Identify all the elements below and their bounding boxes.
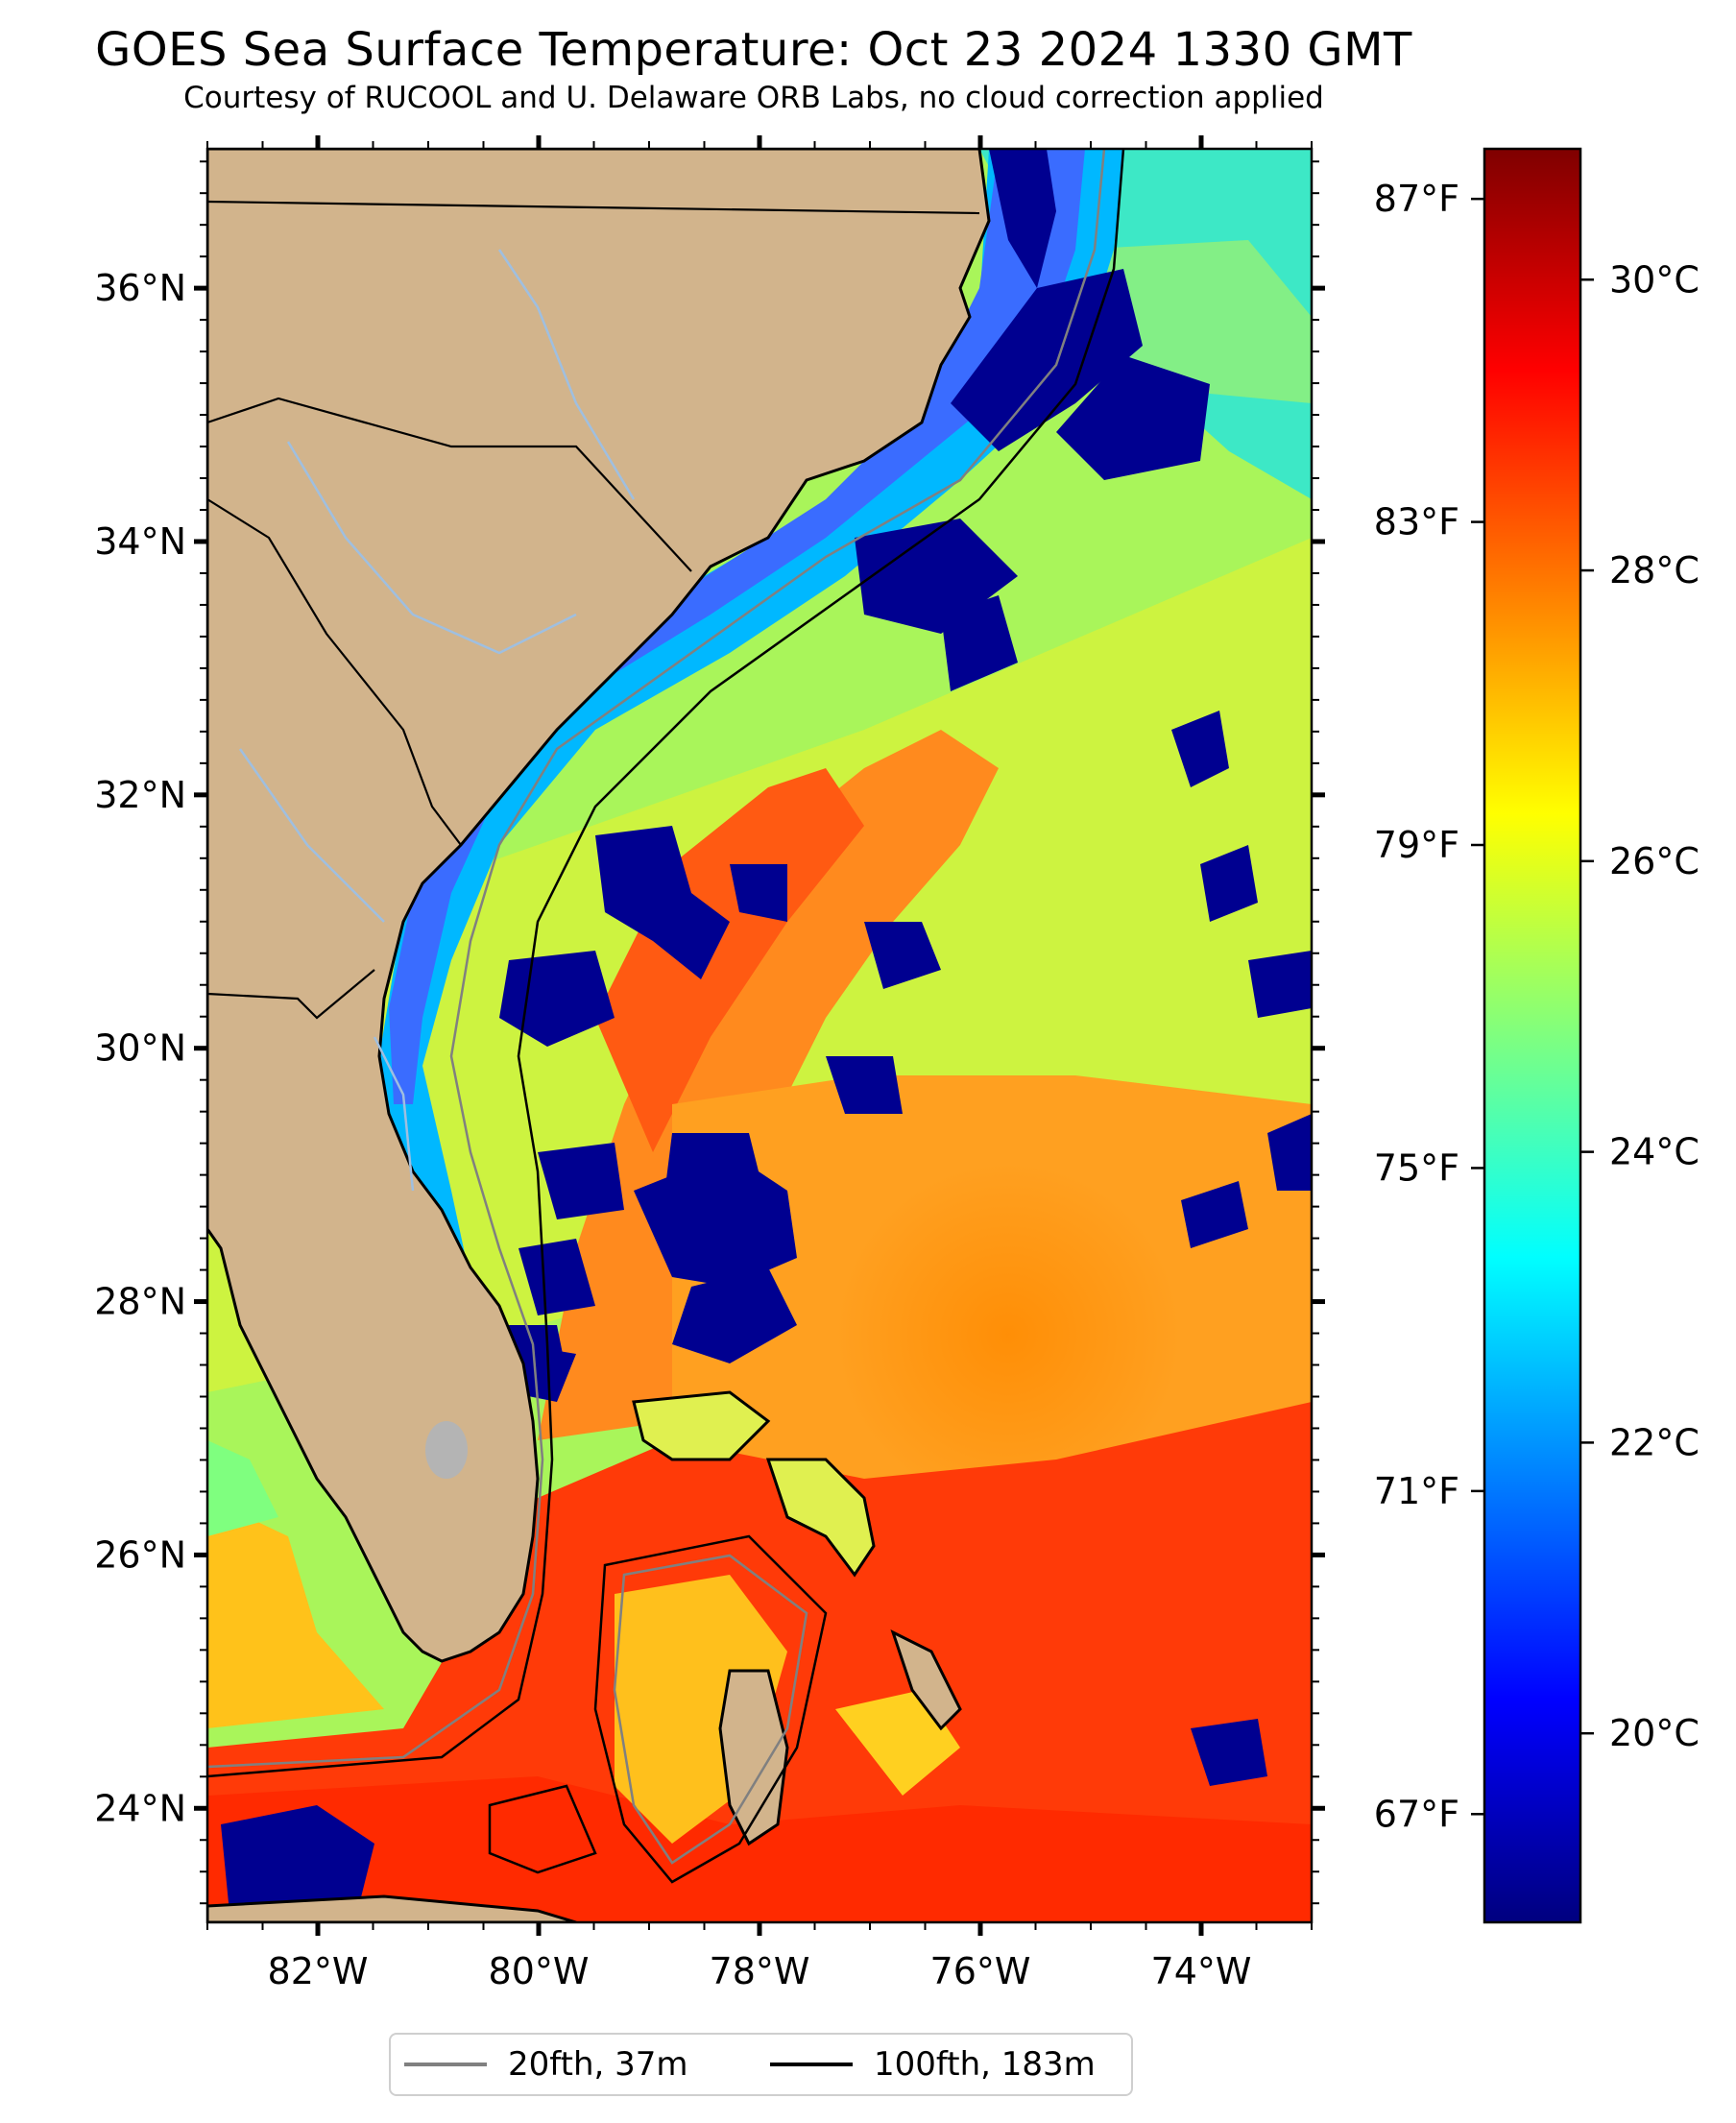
- lon-tick-label: 78°W: [710, 1950, 810, 1992]
- bathymetry-contours: [207, 149, 1125, 1884]
- colorbar: [1483, 147, 1582, 1924]
- lat-tick-label: 30°N: [94, 1027, 186, 1070]
- colorbar-ticks: 30°C 28°C 26°C 24°C 22°C 20°C 87°F 83°F 79°F 75°F…: [1374, 178, 1700, 1835]
- fahrenheit-tick-label: 87°F: [1374, 178, 1459, 220]
- lon-tick-label: 80°W: [489, 1950, 590, 1992]
- legend-swatch-black: [770, 2063, 853, 2066]
- rivers: [238, 249, 636, 1192]
- map-title: GOES Sea Surface Temperature: Oct 23 202…: [95, 23, 1412, 77]
- lat-tick-label: 28°N: [94, 1281, 186, 1323]
- map-subtitle: Courtesy of RUCOOL and U. Delaware ORB L…: [183, 81, 1324, 115]
- land-areas: [207, 149, 991, 1922]
- land-cuba-edge: [207, 1894, 577, 1922]
- lon-tick-label: 82°W: [268, 1950, 369, 1992]
- legend-swatch-gray: [404, 2063, 487, 2066]
- lat-tick-label: 34°N: [94, 520, 186, 563]
- legend-item-100fth: 100fth, 183m: [770, 2035, 1096, 2094]
- map-ticks: 82°W 80°W 78°W 76°W 74°W 36°N 34°N 32°N 30°N 28°N…: [94, 135, 1325, 1992]
- lat-tick-label: 32°N: [94, 774, 186, 816]
- lon-tick-label: 76°W: [930, 1950, 1031, 1992]
- land-abaco: [765, 1458, 876, 1578]
- contour-legend: 20fth, 37m 100fth, 183m: [389, 2033, 1133, 2096]
- celsius-tick-label: 22°C: [1609, 1421, 1700, 1463]
- lat-tick-label: 26°N: [94, 1533, 186, 1576]
- celsius-tick-label: 28°C: [1609, 549, 1700, 591]
- fahrenheit-tick-label: 83°F: [1374, 501, 1459, 543]
- legend-label: 100fth, 183m: [874, 2045, 1096, 2084]
- contour-20fth: [207, 149, 1106, 1769]
- land-andros: [718, 1669, 789, 1846]
- legend-label: 20fth, 37m: [508, 2045, 688, 2084]
- lon-tick-label: 74°W: [1151, 1950, 1252, 1992]
- legend-item-20fth: 20fth, 37m: [404, 2035, 688, 2094]
- celsius-tick-label: 24°C: [1609, 1131, 1700, 1173]
- fahrenheit-tick-label: 71°F: [1374, 1470, 1459, 1512]
- lat-tick-label: 36°N: [94, 267, 186, 309]
- celsius-tick-label: 20°C: [1609, 1712, 1700, 1754]
- land-eleuthera: [890, 1629, 962, 1731]
- fahrenheit-tick-label: 75°F: [1374, 1146, 1459, 1189]
- contour-100fth: [207, 149, 1125, 1778]
- celsius-tick-label: 30°C: [1609, 258, 1700, 301]
- fahrenheit-tick-label: 79°F: [1374, 824, 1459, 866]
- state-borders: [207, 200, 980, 1020]
- lat-tick-label: 24°N: [94, 1787, 186, 1829]
- land-us-mainland: [207, 149, 991, 1663]
- fahrenheit-tick-label: 67°F: [1374, 1793, 1459, 1835]
- land-grand-bahama: [632, 1390, 771, 1461]
- lake-okeechobee: [425, 1421, 468, 1479]
- cloud-blobs: [221, 149, 1312, 1922]
- celsius-tick-label: 26°C: [1609, 840, 1700, 882]
